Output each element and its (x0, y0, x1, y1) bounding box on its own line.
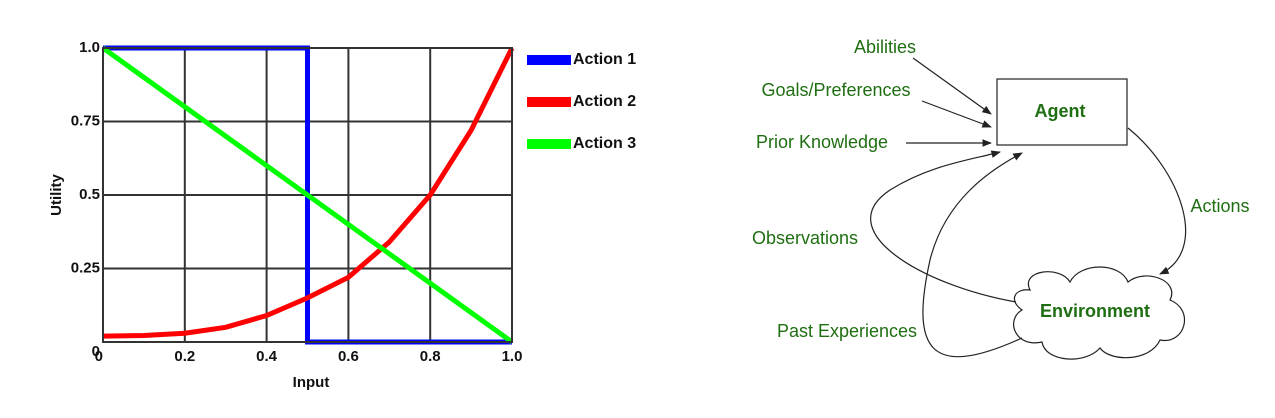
y-tick-label: 1.0 (79, 39, 100, 56)
legend-swatch (527, 139, 571, 149)
series-line (101, 45, 514, 345)
input-label: Observations (752, 228, 858, 248)
x-tick-label: 0.2 (174, 348, 195, 365)
input-label: Goals/Preferences (761, 80, 910, 100)
y-axis-label: Utility (48, 174, 65, 216)
legend-swatch (527, 55, 571, 65)
x-tick-label: 0 (95, 348, 103, 365)
agent-box (996, 78, 1128, 146)
legend-swatch (527, 97, 571, 107)
input-label: Abilities (854, 37, 916, 57)
diagram: Agent Environment Abilities Goals/Prefer… (752, 37, 1250, 360)
plot-border (102, 47, 513, 343)
arrow (1127, 127, 1187, 275)
arrow (922, 152, 1023, 358)
series-line (102, 46, 515, 339)
arrow (912, 57, 992, 115)
arrow (870, 150, 1017, 303)
chart: Input Utility 0 0.2 0.4 0.6 0.8 1.0 0 0.25 0.5 0.… (48, 39, 636, 391)
x-tick-label: 0.6 (338, 348, 359, 365)
x-tick-label: 0.8 (420, 348, 441, 365)
x-axis-label: Input (293, 374, 330, 391)
input-label: Prior Knowledge (756, 132, 888, 152)
environment-cloud (1013, 266, 1186, 360)
x-tick-label: 0.4 (256, 348, 278, 365)
output-label: Actions (1190, 196, 1249, 216)
environment-label: Environment (1040, 301, 1150, 321)
legend-label: Action 2 (573, 93, 636, 110)
legend-label: Action 3 (573, 135, 636, 152)
y-tick-label: 0 (92, 343, 100, 360)
y-tick-label: 0.25 (71, 259, 100, 276)
y-tick-label: 0.75 (71, 112, 100, 129)
agent-label: Agent (1035, 101, 1086, 121)
y-tick-label: 0.5 (79, 186, 100, 203)
x-tick-label: 1.0 (502, 348, 523, 365)
input-label: Past Experiences (777, 321, 917, 341)
legend-label: Action 1 (573, 51, 636, 68)
arrow (921, 100, 992, 128)
